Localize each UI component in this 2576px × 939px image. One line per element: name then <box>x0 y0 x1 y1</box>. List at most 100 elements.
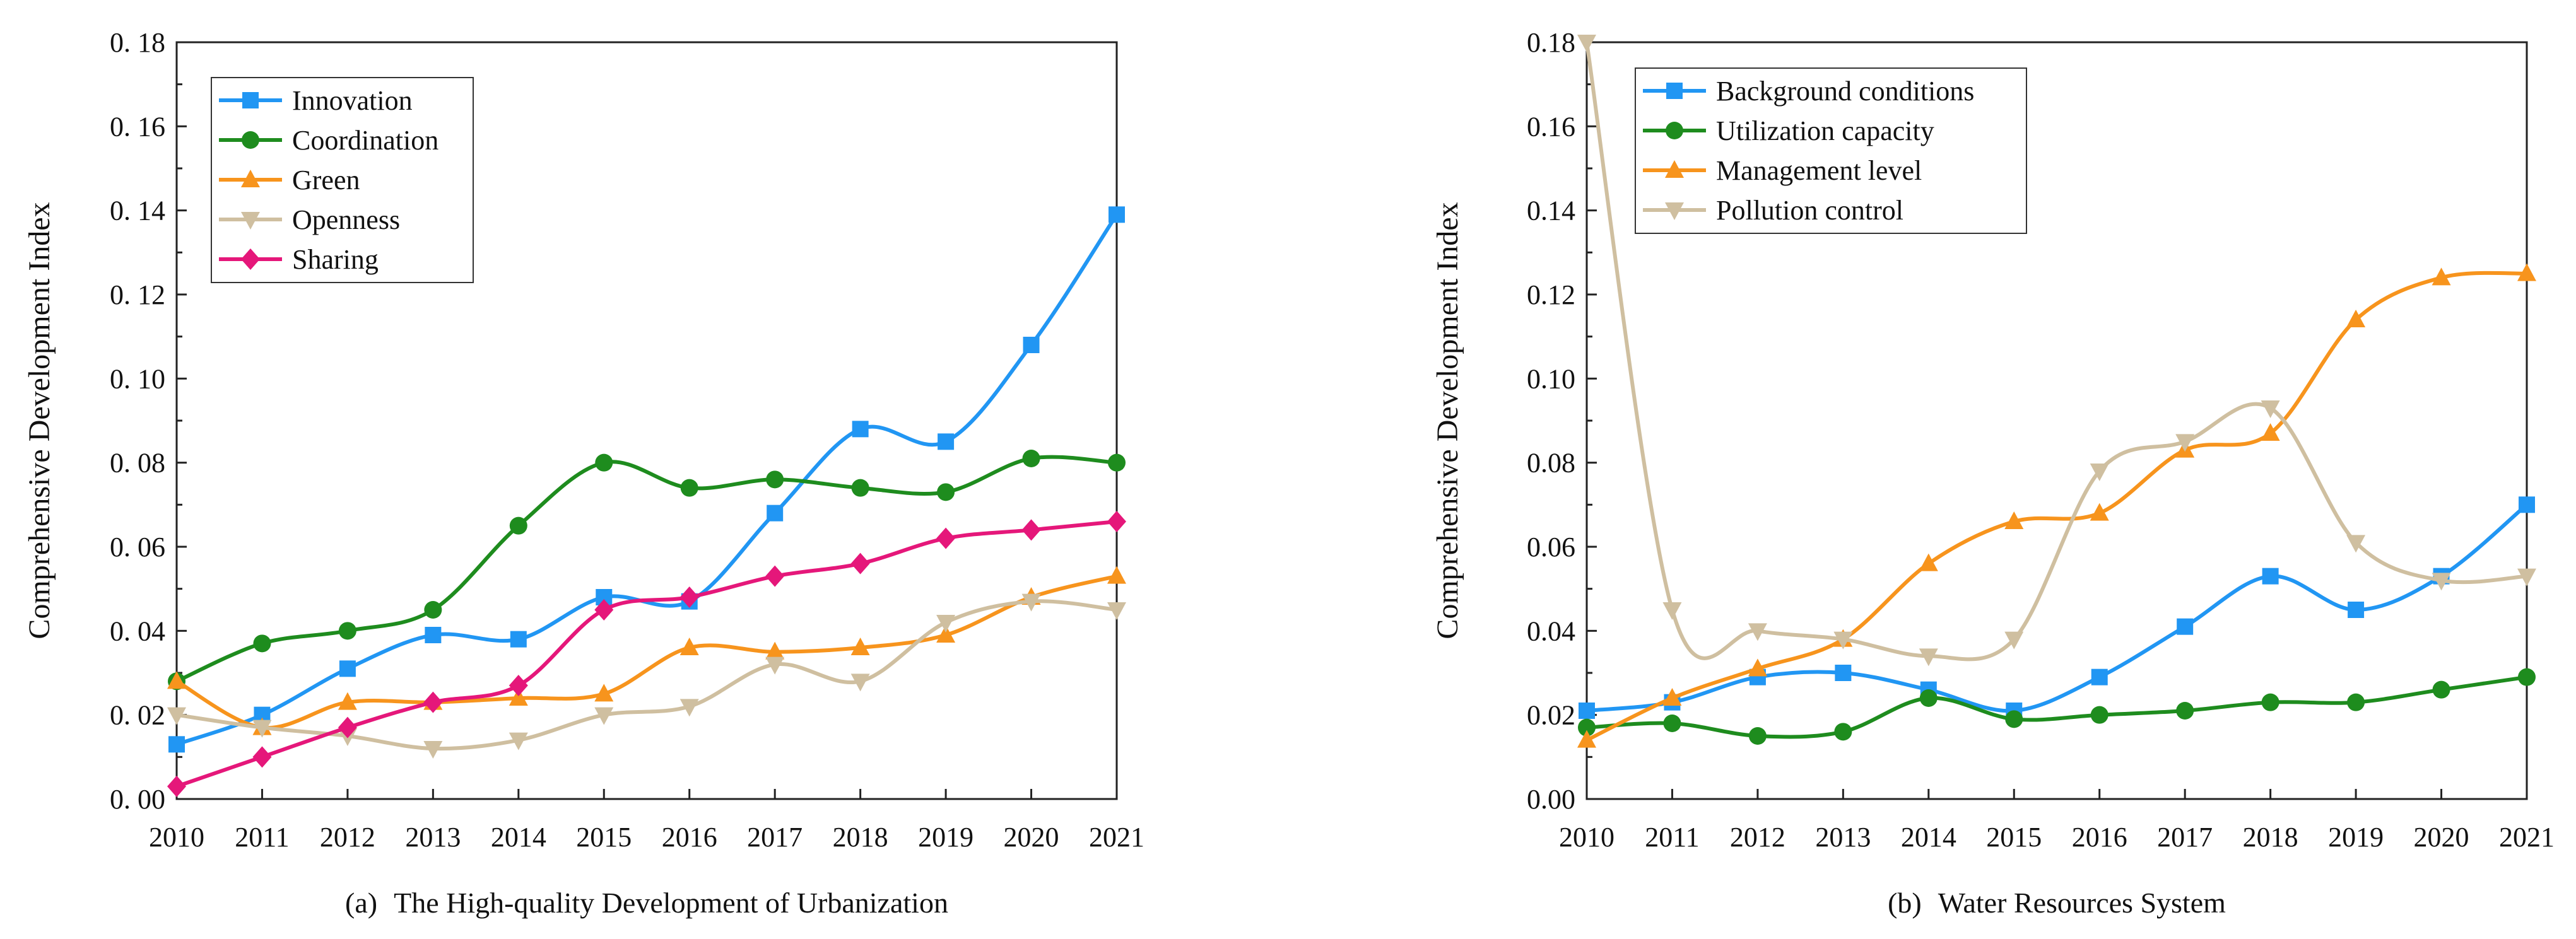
legend-label: Sharing <box>292 244 379 275</box>
x-tick-label: 2012 <box>320 822 375 853</box>
x-tick-label: 2017 <box>2157 822 2213 853</box>
x-tick-label: 2018 <box>2243 822 2298 853</box>
x-tick-label: 2010 <box>1559 822 1614 853</box>
chart-panel-right: 0.00 0.02 0.04 0.06 0.08 0.10 0.12 0.14 0.16 0.18… <box>1431 27 2555 919</box>
data-point <box>2519 496 2535 513</box>
data-point <box>2262 568 2279 585</box>
y-tick-label: 0.04 <box>1527 615 1575 646</box>
x-tick-label: 2010 <box>149 822 204 853</box>
data-point <box>1919 689 1938 707</box>
data-point <box>2517 263 2536 281</box>
caption-prefix: (b) <box>1888 887 1922 919</box>
x-tick-label: 2011 <box>235 822 289 853</box>
y-tick-label: 0.16 <box>1527 111 1575 142</box>
y-tick-label: 0. 00 <box>110 784 165 815</box>
y-tick-label: 0. 08 <box>110 448 165 479</box>
data-point <box>765 641 785 660</box>
data-point <box>1748 727 1767 745</box>
legend-marker <box>242 92 259 108</box>
caption-prefix: (a) <box>345 887 377 919</box>
data-point <box>2005 710 2023 728</box>
data-point <box>1107 511 1126 532</box>
data-point <box>850 674 870 692</box>
legend-label: Pollution control <box>1716 195 1903 226</box>
data-point <box>509 675 528 696</box>
legend-marker <box>1666 83 1683 99</box>
data-point <box>1022 450 1040 467</box>
data-point <box>423 691 443 713</box>
data-point <box>1835 665 1852 681</box>
data-point <box>2348 602 2365 618</box>
x-tick-label: 2016 <box>2072 822 2127 853</box>
data-point <box>2346 310 2366 327</box>
data-point <box>680 479 698 497</box>
series-line-sharing <box>176 520 1117 788</box>
legend-marker <box>241 212 260 230</box>
data-point <box>1662 602 1682 620</box>
x-tick-label: 2016 <box>662 822 717 853</box>
data-point <box>767 504 784 522</box>
y-tick-label: 0.14 <box>1527 195 1575 226</box>
data-point <box>936 625 956 643</box>
data-point <box>509 516 527 535</box>
data-point <box>168 736 185 753</box>
data-point <box>2090 464 2109 481</box>
data-point <box>510 631 527 648</box>
y-tick-label: 0.12 <box>1527 279 1575 310</box>
data-point <box>2004 631 2024 650</box>
data-point <box>1662 688 1682 706</box>
y-axis-title: Comprehensive Development Index <box>1431 202 1464 639</box>
data-point <box>1021 519 1041 541</box>
legend-label: Openness <box>292 204 400 235</box>
y-tick-label: 0. 16 <box>110 111 165 142</box>
data-point <box>2518 668 2536 686</box>
chart-caption: (a) The High-quality Development of Urban… <box>345 887 948 919</box>
x-tick-label: 2019 <box>918 822 973 853</box>
legend-marker <box>1665 160 1684 178</box>
data-point <box>252 746 272 768</box>
data-point <box>509 732 528 750</box>
y-tick-label: 0. 12 <box>110 279 165 310</box>
data-point <box>1748 623 1767 641</box>
data-point <box>2432 680 2450 699</box>
data-point <box>679 586 699 608</box>
data-point <box>338 716 357 738</box>
legend-label: Utilization capacity <box>1716 115 1934 146</box>
data-point <box>765 656 785 675</box>
x-tick-label: 2011 <box>1645 822 1699 853</box>
y-tick-label: 0. 02 <box>110 700 165 731</box>
data-point <box>938 433 955 450</box>
chart-caption: (b) Water Resources System <box>1888 887 2226 919</box>
legend: Background conditions Utilization capacit… <box>1635 67 2027 234</box>
x-tick-label: 2018 <box>833 822 888 853</box>
data-point <box>595 453 613 472</box>
data-point <box>936 615 956 633</box>
legend: Innovation Coordination Green Openness Shari… <box>211 77 474 283</box>
data-point <box>2432 267 2451 286</box>
data-point <box>936 527 956 549</box>
series-line-green <box>175 574 1117 730</box>
y-tick-label: 0. 14 <box>110 195 165 226</box>
data-point <box>1107 602 1126 620</box>
y-tick-label: 0.00 <box>1527 784 1575 815</box>
y-tick-label: 0. 18 <box>110 27 165 58</box>
data-point <box>425 627 442 643</box>
x-tick-label: 2021 <box>1089 822 1144 853</box>
legend-label: Innovation <box>292 85 413 116</box>
data-point <box>851 479 869 497</box>
data-point <box>339 660 356 677</box>
series-line-innovation <box>176 213 1119 747</box>
data-point <box>338 622 356 640</box>
legend-marker <box>241 248 260 270</box>
y-tick-label: 0.06 <box>1527 532 1575 563</box>
legend-label: Background conditions <box>1716 76 1974 107</box>
data-point <box>1023 337 1040 353</box>
data-point <box>679 638 699 655</box>
legend-marker <box>1666 122 1683 139</box>
series-line-management-level <box>1585 271 2527 742</box>
data-point <box>423 741 443 759</box>
x-tick-label: 2020 <box>2414 822 2469 853</box>
legend-label: Management level <box>1716 155 1922 186</box>
data-point <box>1748 658 1767 677</box>
